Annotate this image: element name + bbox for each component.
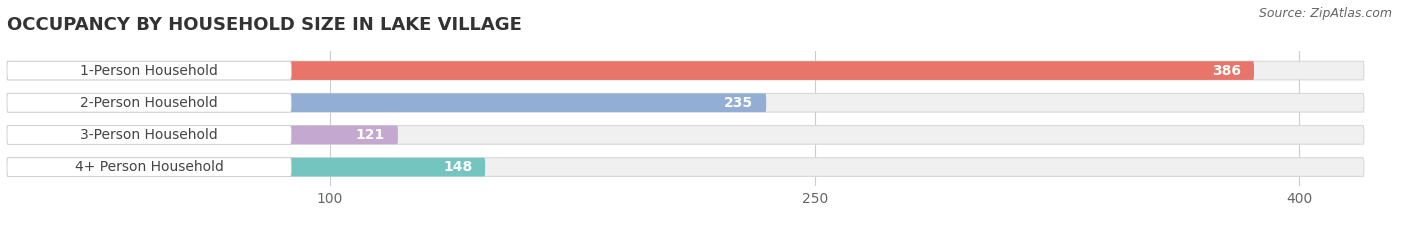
Text: 2-Person Household: 2-Person Household <box>80 96 218 110</box>
FancyBboxPatch shape <box>7 93 766 112</box>
Text: 148: 148 <box>443 160 472 174</box>
FancyBboxPatch shape <box>7 126 1364 144</box>
FancyBboxPatch shape <box>7 61 291 80</box>
FancyBboxPatch shape <box>7 61 1364 80</box>
Text: Source: ZipAtlas.com: Source: ZipAtlas.com <box>1258 7 1392 20</box>
Text: 121: 121 <box>356 128 385 142</box>
Text: 4+ Person Household: 4+ Person Household <box>75 160 224 174</box>
Text: OCCUPANCY BY HOUSEHOLD SIZE IN LAKE VILLAGE: OCCUPANCY BY HOUSEHOLD SIZE IN LAKE VILL… <box>7 16 522 34</box>
FancyBboxPatch shape <box>7 93 291 112</box>
FancyBboxPatch shape <box>7 158 485 176</box>
FancyBboxPatch shape <box>7 126 398 144</box>
FancyBboxPatch shape <box>7 61 1254 80</box>
FancyBboxPatch shape <box>7 158 1364 176</box>
FancyBboxPatch shape <box>7 93 1364 112</box>
FancyBboxPatch shape <box>7 126 291 144</box>
FancyBboxPatch shape <box>7 158 291 176</box>
Text: 386: 386 <box>1212 64 1241 78</box>
Text: 3-Person Household: 3-Person Household <box>80 128 218 142</box>
Text: 235: 235 <box>724 96 754 110</box>
Text: 1-Person Household: 1-Person Household <box>80 64 218 78</box>
